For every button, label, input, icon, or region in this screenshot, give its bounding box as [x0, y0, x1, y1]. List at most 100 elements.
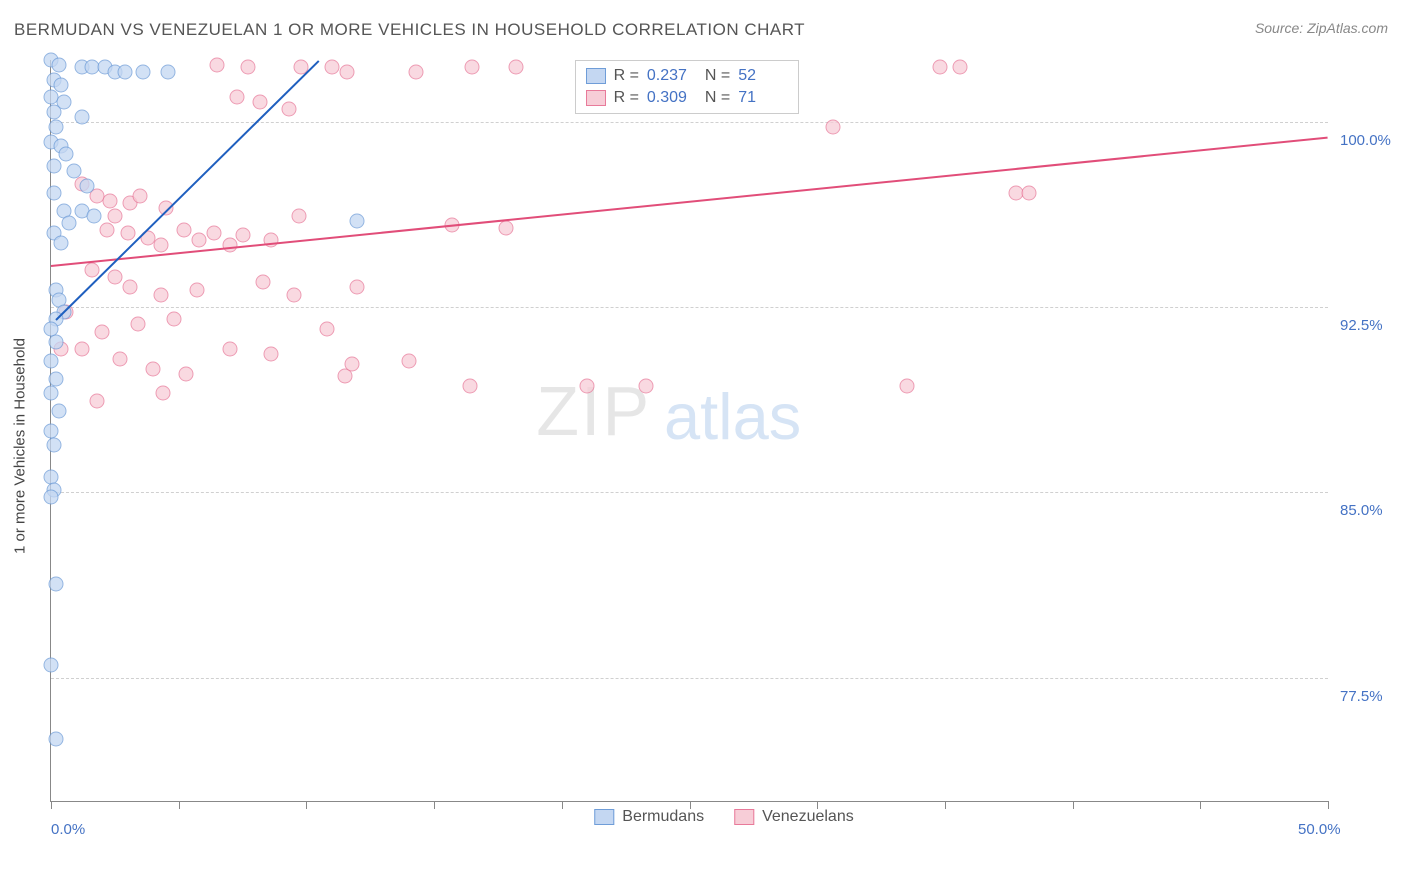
data-point-bermudans [54, 77, 69, 92]
data-point-venezuelans [133, 188, 148, 203]
data-point-venezuelans [401, 354, 416, 369]
gridline-h [51, 678, 1328, 679]
x-tick [945, 801, 946, 809]
data-point-bermudans [135, 65, 150, 80]
chart-title: BERMUDAN VS VENEZUELAN 1 OR MORE VEHICLE… [14, 20, 1392, 40]
data-point-venezuelans [255, 275, 270, 290]
gridline-h [51, 122, 1328, 123]
x-tick [1200, 801, 1201, 809]
data-point-venezuelans [146, 361, 161, 376]
data-point-venezuelans [345, 356, 360, 371]
data-point-venezuelans [100, 223, 115, 238]
legend-item-venezuelans: Venezuelans [734, 808, 854, 826]
data-point-venezuelans [932, 60, 947, 75]
data-point-venezuelans [319, 322, 334, 337]
data-point-venezuelans [240, 60, 255, 75]
data-point-venezuelans [74, 341, 89, 356]
data-point-venezuelans [222, 341, 237, 356]
data-point-venezuelans [1022, 186, 1037, 201]
data-point-venezuelans [189, 282, 204, 297]
data-point-bermudans [49, 576, 64, 591]
n-value-venezuelans: 71 [738, 89, 788, 107]
swatch-bermudans-legend [594, 809, 614, 825]
x-tick [179, 801, 180, 809]
stats-row-bermudans: R = 0.237 N = 52 [586, 65, 789, 87]
data-point-bermudans [61, 216, 76, 231]
data-point-venezuelans [107, 208, 122, 223]
data-point-venezuelans [210, 57, 225, 72]
swatch-bermudans [586, 68, 606, 84]
watermark-atlas: atlas [664, 379, 801, 454]
data-point-bermudans [74, 109, 89, 124]
data-point-venezuelans [498, 220, 513, 235]
r-label: R = [614, 67, 639, 85]
n-label: N = [705, 67, 730, 85]
data-point-venezuelans [235, 228, 250, 243]
data-point-bermudans [161, 65, 176, 80]
data-point-venezuelans [102, 193, 117, 208]
y-tick-label: 77.5% [1340, 688, 1383, 705]
legend-bottom: Bermudans Venezuelans [594, 808, 853, 826]
data-point-venezuelans [176, 223, 191, 238]
x-tick [434, 801, 435, 809]
data-point-venezuelans [350, 280, 365, 295]
data-point-bermudans [46, 186, 61, 201]
x-tick [562, 801, 563, 809]
data-point-venezuelans [281, 102, 296, 117]
data-point-bermudans [49, 119, 64, 134]
gridline-h [51, 492, 1328, 493]
x-tick [1328, 801, 1329, 809]
data-point-venezuelans [130, 317, 145, 332]
data-point-venezuelans [112, 351, 127, 366]
x-tick [1073, 801, 1074, 809]
x-tick-label: 50.0% [1298, 821, 1341, 838]
source-label: Source: ZipAtlas.com [1255, 20, 1388, 36]
gridline-h [51, 307, 1328, 308]
data-point-bermudans [49, 334, 64, 349]
data-point-venezuelans [825, 119, 840, 134]
data-point-venezuelans [899, 379, 914, 394]
n-label: N = [705, 89, 730, 107]
data-point-venezuelans [166, 312, 181, 327]
data-point-bermudans [46, 159, 61, 174]
data-point-venezuelans [95, 324, 110, 339]
swatch-venezuelans [586, 90, 606, 106]
data-point-venezuelans [340, 65, 355, 80]
swatch-venezuelans-legend [734, 809, 754, 825]
data-point-bermudans [350, 213, 365, 228]
data-point-venezuelans [156, 386, 171, 401]
data-point-venezuelans [462, 379, 477, 394]
plot-container: 1 or more Vehicles in Household ZIP atla… [50, 60, 1398, 832]
data-point-venezuelans [263, 233, 278, 248]
r-value-bermudans: 0.237 [647, 67, 697, 85]
data-point-bermudans [46, 104, 61, 119]
data-point-bermudans [118, 65, 133, 80]
legend-label-bermudans: Bermudans [622, 808, 704, 826]
data-point-bermudans [44, 423, 59, 438]
y-axis-label: 1 or more Vehicles in Household [12, 338, 29, 554]
data-point-venezuelans [286, 287, 301, 302]
y-tick-label: 92.5% [1340, 317, 1383, 334]
data-point-venezuelans [120, 225, 135, 240]
legend-label-venezuelans: Venezuelans [762, 808, 854, 826]
plot-area: ZIP atlas R = 0.237 N = 52 R = 0.309 N =… [50, 60, 1328, 802]
data-point-bermudans [44, 354, 59, 369]
data-point-venezuelans [263, 346, 278, 361]
stats-box: R = 0.237 N = 52 R = 0.309 N = 71 [575, 60, 800, 114]
data-point-bermudans [44, 386, 59, 401]
data-point-venezuelans [123, 280, 138, 295]
data-point-bermudans [59, 146, 74, 161]
data-point-bermudans [66, 164, 81, 179]
data-point-venezuelans [230, 90, 245, 105]
data-point-venezuelans [84, 262, 99, 277]
data-point-venezuelans [153, 238, 168, 253]
data-point-venezuelans [207, 225, 222, 240]
trend-line-venezuelans [51, 137, 1328, 267]
data-point-venezuelans [153, 287, 168, 302]
data-point-bermudans [49, 732, 64, 747]
data-point-bermudans [79, 178, 94, 193]
r-value-venezuelans: 0.309 [647, 89, 697, 107]
data-point-venezuelans [953, 60, 968, 75]
data-point-venezuelans [508, 60, 523, 75]
data-point-bermudans [49, 371, 64, 386]
